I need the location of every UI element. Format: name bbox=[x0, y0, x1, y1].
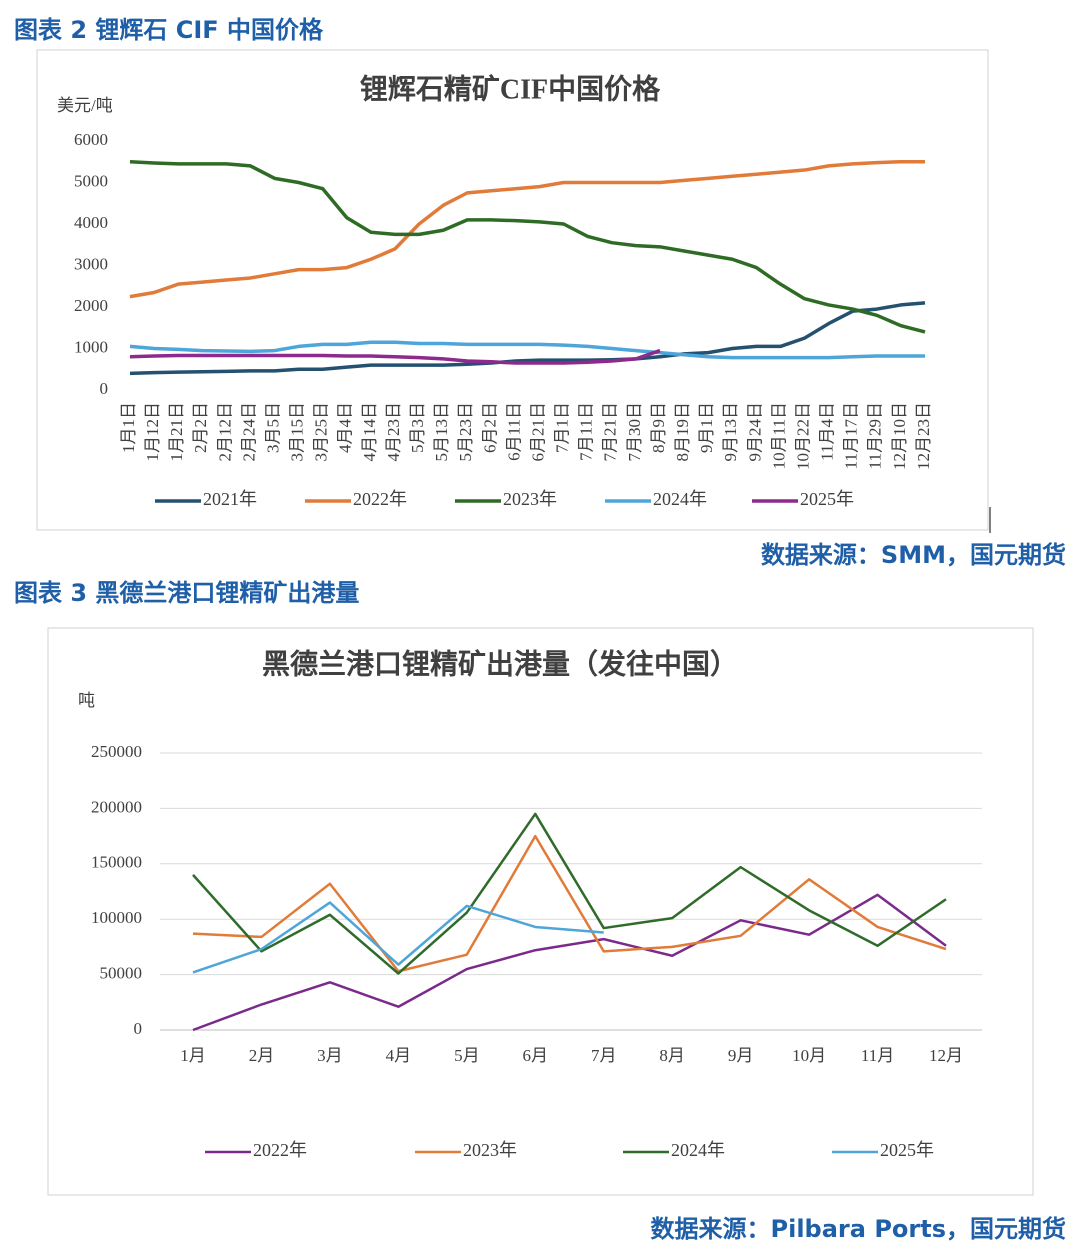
series-line bbox=[129, 301, 926, 376]
x-tick-label: 12月23日 bbox=[914, 402, 933, 470]
chart-title: 锂辉石精矿CIF中国价格 bbox=[360, 73, 661, 105]
x-tick-label: 2月24日 bbox=[239, 402, 258, 462]
y-tick-label: 3000 bbox=[74, 254, 108, 273]
x-tick-label: 9月1日 bbox=[697, 402, 716, 453]
y-tick-label: 200000 bbox=[91, 797, 142, 816]
y-tick-label: 0 bbox=[134, 1019, 143, 1038]
x-tick-label: 6月11日 bbox=[504, 402, 523, 461]
figure-caption: 图表 3 黑德兰港口锂精矿出港量 bbox=[14, 579, 359, 607]
x-tick-label: 2月 bbox=[249, 1046, 275, 1065]
y-tick-label: 100000 bbox=[91, 908, 142, 927]
x-tick-label: 2月2日 bbox=[191, 402, 210, 453]
series-line bbox=[192, 901, 604, 974]
x-tick-label: 11月 bbox=[861, 1046, 894, 1065]
y-tick-label: 1000 bbox=[74, 337, 108, 356]
legend-label: 2021年 bbox=[203, 489, 257, 509]
x-tick-label: 2月12日 bbox=[215, 402, 234, 462]
x-tick-label: 3月5日 bbox=[263, 402, 282, 453]
legend-label: 2022年 bbox=[353, 489, 407, 509]
y-tick-label: 50000 bbox=[100, 964, 143, 983]
x-tick-label: 6月2日 bbox=[480, 402, 499, 453]
x-tick-label: 1月12日 bbox=[143, 402, 162, 462]
x-tick-label: 5月13日 bbox=[432, 402, 451, 462]
x-tick-label: 8月19日 bbox=[673, 402, 692, 462]
chart-frame bbox=[36, 49, 989, 531]
x-tick-label: 5月23日 bbox=[456, 402, 475, 462]
x-tick-label: 4月4日 bbox=[336, 402, 355, 453]
x-tick-label: 9月13日 bbox=[721, 402, 740, 462]
y-tick-label: 5000 bbox=[74, 171, 108, 190]
x-tick-label: 1月 bbox=[180, 1046, 206, 1065]
y-tick-label: 250000 bbox=[91, 742, 142, 761]
x-tick-label: 7月11日 bbox=[577, 402, 596, 461]
x-tick-label: 5月 bbox=[454, 1046, 480, 1065]
x-tick-label: 11月4日 bbox=[818, 402, 837, 461]
x-tick-label: 1月21日 bbox=[167, 402, 186, 462]
x-tick-label: 8月 bbox=[659, 1046, 685, 1065]
x-tick-label: 6月21日 bbox=[528, 402, 547, 462]
series-line bbox=[192, 812, 947, 975]
x-tick-label: 11月29日 bbox=[866, 402, 885, 469]
x-tick-label: 4月23日 bbox=[384, 402, 403, 462]
x-tick-label: 11月17日 bbox=[842, 402, 861, 469]
axis-title: 美元/吨 bbox=[57, 96, 113, 115]
x-tick-label: 3月25日 bbox=[312, 402, 331, 462]
y-tick-label: 6000 bbox=[74, 130, 108, 149]
series-line bbox=[129, 348, 661, 365]
x-tick-label: 3月 bbox=[317, 1046, 343, 1065]
x-tick-label: 5月3日 bbox=[408, 402, 427, 453]
x-tick-label: 3月15日 bbox=[288, 402, 307, 462]
legend-label: 2023年 bbox=[463, 1140, 517, 1160]
source-note: 数据来源：Pilbara Ports，国元期货 bbox=[651, 1215, 1066, 1243]
chart-frame bbox=[47, 627, 1034, 1196]
x-tick-label: 7月21日 bbox=[601, 402, 620, 462]
legend-label: 2025年 bbox=[880, 1140, 934, 1160]
legend-label: 2024年 bbox=[653, 489, 707, 509]
legend-label: 2022年 bbox=[253, 1140, 307, 1160]
y-tick-label: 0 bbox=[100, 379, 109, 398]
y-tick-label: 150000 bbox=[91, 853, 142, 872]
legend-label: 2024年 bbox=[671, 1140, 725, 1160]
series-line bbox=[129, 160, 925, 299]
x-tick-label: 9月24日 bbox=[745, 402, 764, 462]
x-tick-label: 6月 bbox=[523, 1046, 549, 1065]
x-tick-label: 10月 bbox=[792, 1046, 826, 1065]
series-line bbox=[129, 160, 926, 334]
x-tick-label: 10月11日 bbox=[769, 402, 788, 469]
x-tick-label: 12月10日 bbox=[890, 402, 909, 470]
source-note: 数据来源：SMM，国元期货 bbox=[761, 541, 1066, 569]
axis-title: 吨 bbox=[78, 691, 95, 710]
x-tick-label: 8月9日 bbox=[649, 402, 668, 453]
chart-title: 黑德兰港口锂精矿出港量（发往中国） bbox=[262, 647, 738, 680]
x-tick-label: 7月1日 bbox=[553, 402, 572, 453]
figure-caption: 图表 2 锂辉石 CIF 中国价格 bbox=[14, 16, 324, 44]
x-tick-label: 10月22日 bbox=[793, 402, 812, 470]
x-tick-label: 9月 bbox=[728, 1046, 754, 1065]
x-tick-label: 7月30日 bbox=[625, 402, 644, 462]
x-tick-label: 4月14日 bbox=[360, 402, 379, 462]
x-tick-label: 4月 bbox=[386, 1046, 412, 1065]
x-tick-label: 1月1日 bbox=[119, 402, 138, 453]
series-line bbox=[129, 340, 925, 360]
y-tick-label: 4000 bbox=[74, 213, 108, 232]
y-tick-label: 2000 bbox=[74, 296, 108, 315]
legend-label: 2023年 bbox=[503, 489, 557, 509]
legend-label: 2025年 bbox=[800, 489, 854, 509]
x-tick-label: 7月 bbox=[591, 1046, 617, 1065]
series-line bbox=[192, 893, 947, 1032]
series-line bbox=[192, 834, 947, 973]
x-tick-label: 12月 bbox=[929, 1046, 963, 1065]
